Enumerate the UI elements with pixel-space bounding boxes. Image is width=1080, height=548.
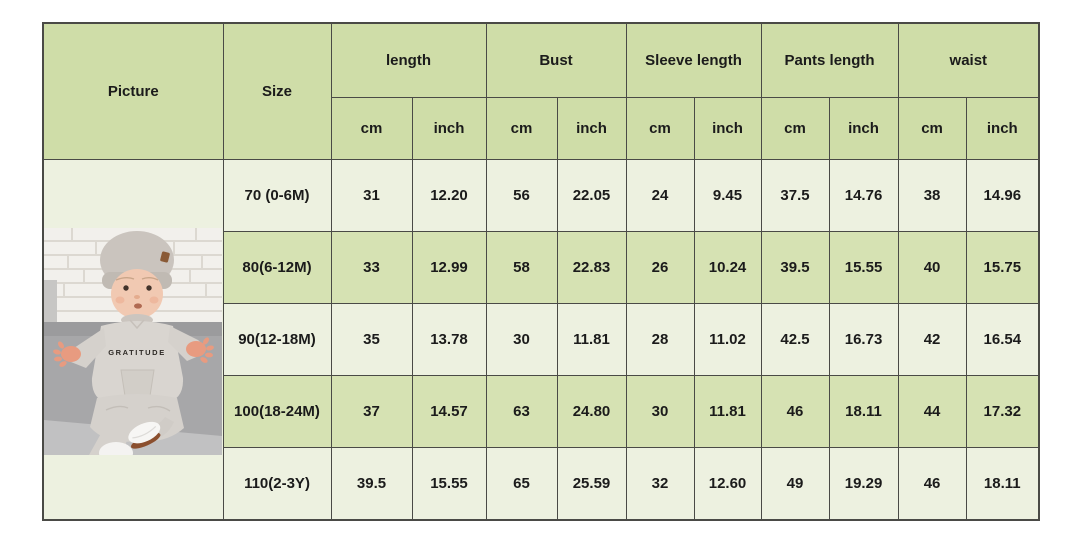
value-cell: 11.81 xyxy=(556,303,627,376)
value-cell: 12.60 xyxy=(693,447,762,521)
value-cell: 14.96 xyxy=(965,159,1040,232)
value-cell: 12.99 xyxy=(411,231,487,304)
header-group-pants-length: Pants length xyxy=(760,22,899,98)
value-cell: 15.55 xyxy=(828,231,899,304)
baby-photo: GRATITUDE xyxy=(44,227,222,455)
value-cell: 14.76 xyxy=(828,159,899,232)
header-unit-cm: cm xyxy=(760,97,830,160)
value-cell: 46 xyxy=(897,447,967,521)
value-cell: 35 xyxy=(330,303,413,376)
value-cell: 25.59 xyxy=(556,447,627,521)
value-cell: 30 xyxy=(625,375,695,448)
header-picture: Picture xyxy=(42,22,224,160)
table-row: 90(12-18M) 35 13.78 30 11.81 28 11.02 42… xyxy=(43,303,1040,376)
size-cell: 100(18-24M) xyxy=(222,375,332,448)
value-cell: 18.11 xyxy=(828,375,899,448)
table-row: 100(18-24M) 37 14.57 63 24.80 30 11.81 4… xyxy=(43,375,1040,448)
value-cell: 24.80 xyxy=(556,375,627,448)
value-cell: 22.05 xyxy=(556,159,627,232)
value-cell: 38 xyxy=(897,159,967,232)
header-unit-cm: cm xyxy=(485,97,558,160)
value-cell: 44 xyxy=(897,375,967,448)
value-cell: 19.29 xyxy=(828,447,899,521)
value-cell: 58 xyxy=(485,231,558,304)
value-cell: 63 xyxy=(485,375,558,448)
value-cell: 39.5 xyxy=(760,231,830,304)
size-cell: 70 (0-6M) xyxy=(222,159,332,232)
baby-photo-illustration: GRATITUDE xyxy=(44,227,222,455)
value-cell: 49 xyxy=(760,447,830,521)
value-cell: 11.02 xyxy=(693,303,762,376)
value-cell: 17.32 xyxy=(965,375,1040,448)
value-cell: 28 xyxy=(625,303,695,376)
table-row: 80(6-12M) 33 12.99 58 22.83 26 10.24 39.… xyxy=(43,231,1040,304)
value-cell: 11.81 xyxy=(693,375,762,448)
value-cell: 10.24 xyxy=(693,231,762,304)
value-cell: 16.73 xyxy=(828,303,899,376)
value-cell: 39.5 xyxy=(330,447,413,521)
header-size: Size xyxy=(222,22,332,160)
header-unit-inch: inch xyxy=(411,97,487,160)
value-cell: 37 xyxy=(330,375,413,448)
value-cell: 37.5 xyxy=(760,159,830,232)
header-unit-inch: inch xyxy=(693,97,762,160)
header-group-waist: waist xyxy=(897,22,1040,98)
value-cell: 12.20 xyxy=(411,159,487,232)
value-cell: 9.45 xyxy=(693,159,762,232)
header-unit-inch: inch xyxy=(965,97,1040,160)
value-cell: 56 xyxy=(485,159,558,232)
header-unit-cm: cm xyxy=(897,97,967,160)
value-cell: 33 xyxy=(330,231,413,304)
product-photo-cell: GRATITUDE xyxy=(42,159,224,521)
header-unit-cm: cm xyxy=(625,97,695,160)
shirt-text: GRATITUDE xyxy=(108,348,166,357)
value-cell: 30 xyxy=(485,303,558,376)
value-cell: 42.5 xyxy=(760,303,830,376)
header-unit-inch: inch xyxy=(556,97,627,160)
value-cell: 13.78 xyxy=(411,303,487,376)
value-cell: 46 xyxy=(760,375,830,448)
value-cell: 42 xyxy=(897,303,967,376)
header-group-bust: Bust xyxy=(485,22,627,98)
table-row: 110(2-3Y) 39.5 15.55 65 25.59 32 12.60 4… xyxy=(43,447,1040,521)
value-cell: 26 xyxy=(625,231,695,304)
value-cell: 31 xyxy=(330,159,413,232)
value-cell: 24 xyxy=(625,159,695,232)
header-group-sleeve-length: Sleeve length xyxy=(625,22,762,98)
value-cell: 16.54 xyxy=(965,303,1040,376)
size-chart-table: Picture Size length Bust Sleeve length P… xyxy=(42,22,1041,521)
value-cell: 22.83 xyxy=(556,231,627,304)
header-group-length: length xyxy=(330,22,487,98)
size-cell: 80(6-12M) xyxy=(222,231,332,304)
value-cell: 40 xyxy=(897,231,967,304)
value-cell: 14.57 xyxy=(411,375,487,448)
value-cell: 32 xyxy=(625,447,695,521)
header-unit-inch: inch xyxy=(828,97,899,160)
value-cell: 18.11 xyxy=(965,447,1040,521)
table-row: GRATITUDE xyxy=(42,159,1040,521)
header-unit-cm: cm xyxy=(330,97,413,160)
value-cell: 15.55 xyxy=(411,447,487,521)
size-cell: 110(2-3Y) xyxy=(222,447,332,521)
value-cell: 15.75 xyxy=(965,231,1040,304)
size-cell: 90(12-18M) xyxy=(222,303,332,376)
value-cell: 65 xyxy=(485,447,558,521)
